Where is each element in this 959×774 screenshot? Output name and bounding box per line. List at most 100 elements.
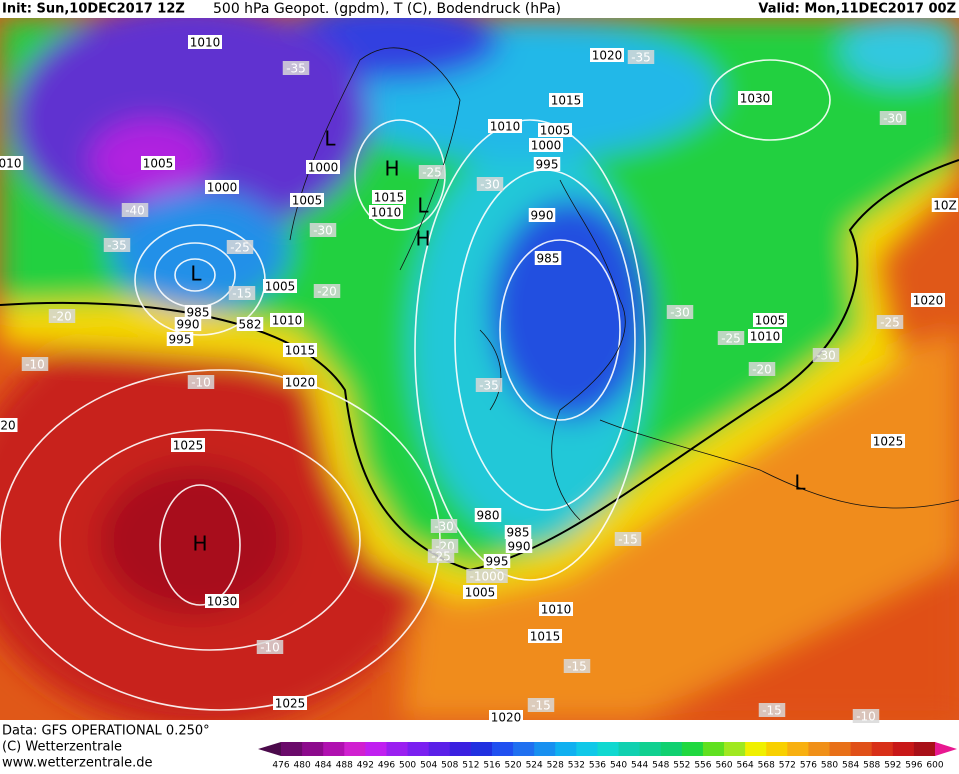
colorbar-label: 560 <box>715 761 732 771</box>
colorbar-label: 484 <box>315 761 332 771</box>
isobar-box <box>306 160 340 174</box>
website: www.wetterzentrale.de <box>2 756 152 771</box>
isobar-box <box>171 438 205 452</box>
pressure-center: H <box>384 157 399 181</box>
temperature-box <box>187 375 215 389</box>
colorbar-label: 520 <box>504 761 521 771</box>
isobar-box <box>205 180 239 194</box>
isobar-label: 1030 <box>740 92 771 106</box>
temperature-label: -30 <box>480 178 500 192</box>
colorbar-label: 552 <box>673 761 690 771</box>
temperature-label: -1000 <box>470 570 505 584</box>
temperature-label: -35 <box>479 379 499 393</box>
temperature-label: -30 <box>434 520 454 534</box>
colorbar-bin <box>808 742 831 756</box>
colorbar-label: 528 <box>547 761 564 771</box>
colorbar-label: 584 <box>842 761 859 771</box>
colorbar-bin <box>534 742 556 756</box>
isobar-box <box>290 193 324 207</box>
temperature-label: -10 <box>260 641 280 655</box>
valid-time: Valid: Mon,11DEC2017 00Z <box>758 2 956 17</box>
isobar-box <box>505 539 533 553</box>
colorbar-label: 488 <box>336 761 353 771</box>
isobar-box <box>538 123 572 137</box>
temperature-box <box>614 532 642 546</box>
temperature-box <box>627 50 655 64</box>
colorbar-bin <box>386 742 409 756</box>
colorbar-label: 548 <box>652 761 669 771</box>
colorbar-bin <box>766 742 788 756</box>
init-time: Init: Sun,10DEC2017 12Z <box>2 2 185 17</box>
colorbar-label: 532 <box>568 761 585 771</box>
isobar-label: 582 <box>239 318 262 332</box>
temperature-label: -30 <box>816 349 836 363</box>
temperature-label: -35 <box>631 51 651 65</box>
isobar-label: 1020 <box>491 711 522 725</box>
isobar-label: 990 <box>531 209 554 223</box>
copyright: (C) Wetterzentrale <box>2 740 122 755</box>
isobar-box <box>141 156 175 170</box>
colorbar-label: 476 <box>272 761 289 771</box>
colorbar-label: 508 <box>441 761 458 771</box>
isobar-label: 985 <box>537 252 560 266</box>
isobar-box <box>528 629 562 643</box>
isobar-label: 1005 <box>465 586 496 600</box>
temperature-label: -35 <box>107 239 127 253</box>
colorbar-label: 496 <box>378 761 395 771</box>
temperature-box <box>879 111 907 125</box>
temperature-box <box>475 378 503 392</box>
temperature-box <box>430 519 458 533</box>
colorbar-label: 540 <box>610 761 627 771</box>
colorbar-bin <box>829 742 852 756</box>
isobar-box <box>369 205 403 219</box>
isobar-label: 1010 <box>541 603 572 617</box>
data-source: Data: GFS OPERATIONAL 0.250° <box>2 724 210 739</box>
temperature-box <box>427 549 455 563</box>
colorbar-bin <box>597 742 620 756</box>
isobar-label: 985 <box>507 526 530 540</box>
colorbar-label: 600 <box>926 761 943 771</box>
colorbar-label: 480 <box>294 761 311 771</box>
colorbar-label: 572 <box>779 761 796 771</box>
isobar-label: 20 <box>0 419 15 433</box>
colorbar-arrow <box>935 742 957 756</box>
isobar-box <box>534 251 562 265</box>
colorbar-bin <box>491 742 514 756</box>
isobar-label: 1010 <box>750 330 781 344</box>
isobar-label: 1005 <box>292 194 323 208</box>
isobar-label: 1025 <box>173 439 204 453</box>
colorbar-label: 492 <box>357 761 374 771</box>
temperature-label: -15 <box>762 704 782 718</box>
colorbar-bin <box>576 742 598 756</box>
isobar-box <box>504 525 532 539</box>
colorbar-arrow <box>258 742 281 756</box>
colorbar-bin <box>428 742 451 756</box>
colorbar-label: 500 <box>399 761 416 771</box>
temperature-box <box>852 709 880 723</box>
colorbar-bin <box>555 742 577 756</box>
isobar-box <box>283 375 317 389</box>
isobar-box <box>748 329 782 343</box>
isobar-box <box>911 293 945 307</box>
colorbar-bin <box>871 742 894 756</box>
isobar-label: 010 <box>0 157 21 171</box>
colorbar-label: 504 <box>420 761 437 771</box>
isobar-label: 1020 <box>592 49 623 63</box>
map-title: 500 hPa Geopot. (gpdm), T (C), Bodendruc… <box>213 1 561 17</box>
isobar-box <box>270 313 304 327</box>
temperature-label: -15 <box>531 699 551 713</box>
temperature-label: -20 <box>52 310 72 324</box>
colorbar-label: 556 <box>694 761 711 771</box>
temperature-label: -20 <box>317 285 337 299</box>
isobar-label: 1005 <box>265 280 296 294</box>
isobar-label: 995 <box>536 158 559 172</box>
isobar-label: 10Z <box>933 199 957 213</box>
temperature-label: -35 <box>286 62 306 76</box>
colorbar-bin <box>618 742 641 756</box>
temperature-box <box>812 348 840 362</box>
isobar-box <box>0 156 24 170</box>
temperature-box <box>48 309 76 323</box>
isobar-box <box>273 696 307 710</box>
pressure-center: L <box>417 194 429 218</box>
colorbar-label: 592 <box>884 761 901 771</box>
